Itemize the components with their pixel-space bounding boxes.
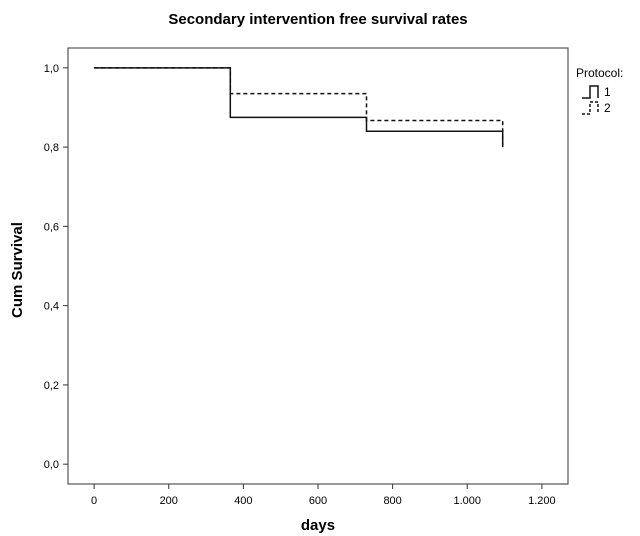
series-layer	[94, 67, 504, 148]
plot-frame	[67, 47, 569, 485]
y-axis: 0,0 0,2 0,4 0,6 0,8 1,0	[44, 63, 68, 471]
x-tick-label: 400	[234, 495, 252, 507]
x-tick-label: 1.000	[453, 495, 481, 507]
y-tick-label: 0,0	[44, 459, 59, 471]
x-tick-label: 1.200	[528, 495, 556, 507]
series-line-2	[94, 67, 504, 148]
x-tick-label: 800	[383, 495, 401, 507]
legend-swatch-2	[582, 101, 599, 115]
y-tick-label: 0,4	[44, 301, 59, 313]
legend-title: Protocol:	[576, 66, 623, 80]
x-tick-label: 0	[91, 495, 97, 507]
y-tick-label: 0,6	[44, 221, 59, 233]
series-line-1	[94, 67, 504, 148]
y-tick-label: 1,0	[44, 63, 59, 75]
y-axis-label: Cum Survival	[9, 222, 26, 318]
x-axis-label: days	[301, 517, 335, 534]
legend-label-1: 1	[604, 85, 611, 99]
legend: Protocol: 1 2	[576, 66, 623, 115]
legend-label-2: 2	[604, 101, 611, 115]
legend-swatch-1	[582, 85, 599, 99]
x-tick-label: 600	[309, 495, 327, 507]
y-tick-label: 0,8	[44, 142, 59, 154]
chart-title: Secondary intervention free survival rat…	[168, 11, 467, 28]
x-tick-label: 200	[160, 495, 178, 507]
x-axis: 0 200 400 600 800 1.000 1.200	[91, 484, 556, 507]
y-tick-label: 0,2	[44, 380, 59, 392]
